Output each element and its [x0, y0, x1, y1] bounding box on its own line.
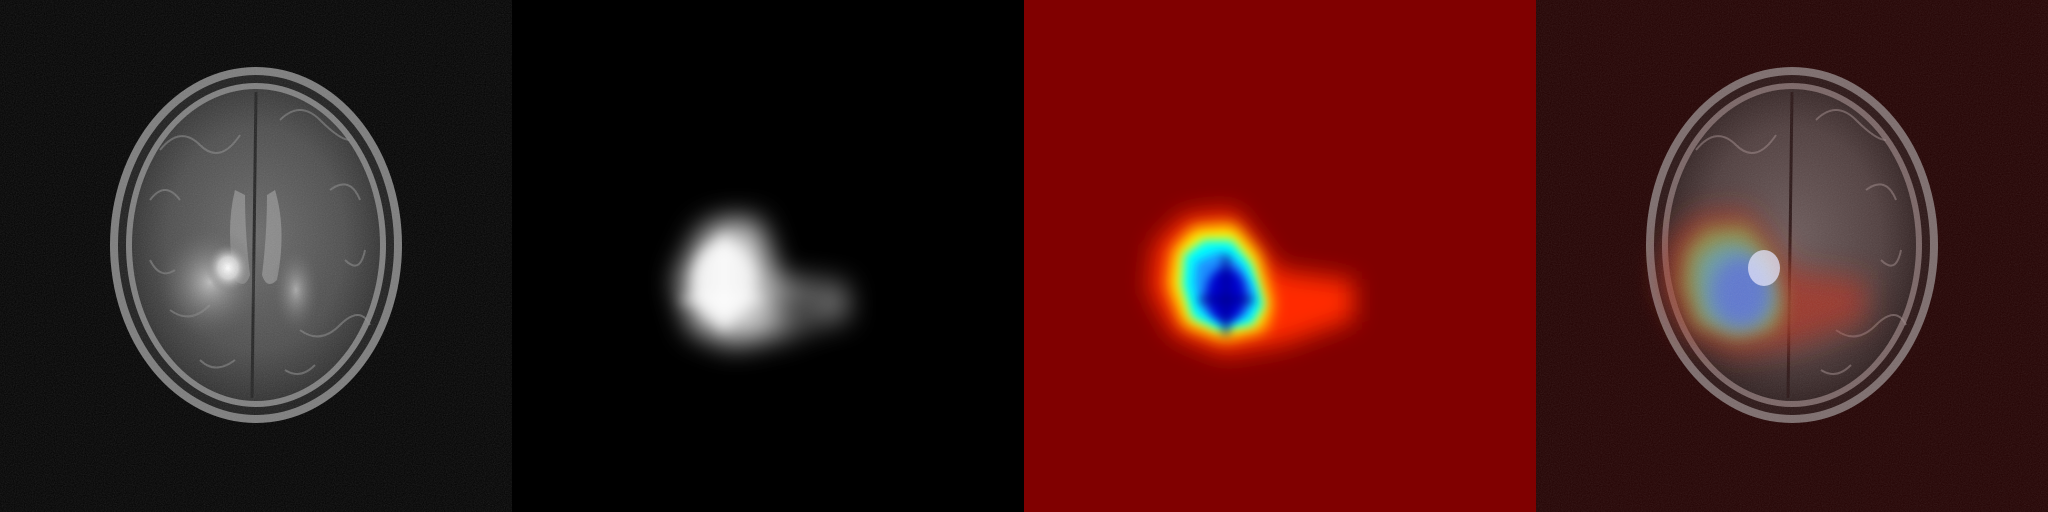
- mri-panel: [0, 0, 512, 512]
- mri-image: [0, 0, 512, 512]
- jet-map-panel: [1024, 0, 1536, 512]
- grayscale-map-image: [512, 0, 1024, 512]
- jet-heatmap-image: [1024, 0, 1536, 512]
- overlay-panel: [1536, 0, 2048, 512]
- overlay-image: [1536, 0, 2048, 512]
- grayscale-map-panel: [512, 0, 1024, 512]
